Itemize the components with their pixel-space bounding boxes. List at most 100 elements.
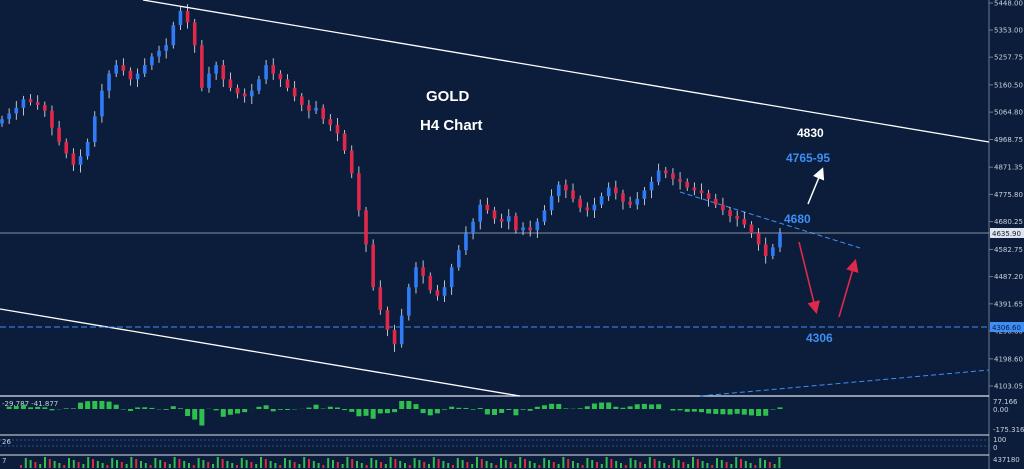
volume-bar	[183, 461, 186, 468]
price-tick-label: 5064.80	[994, 109, 1023, 117]
candle-body	[178, 10, 183, 26]
candle-body	[706, 193, 711, 199]
arrow-up-red	[838, 258, 859, 318]
volume-bar	[764, 460, 766, 468]
candle-body	[499, 218, 504, 222]
volume-bar	[399, 461, 402, 468]
volume-bar	[706, 463, 709, 468]
candle-body	[264, 65, 268, 80]
volume-bar	[519, 457, 522, 468]
volume-bar	[476, 457, 478, 468]
histogram-bar	[698, 409, 704, 413]
volume-bar	[624, 465, 627, 468]
candles-group	[0, 4, 782, 352]
candle-body	[542, 210, 547, 222]
candle-body	[735, 216, 739, 219]
histogram-bar	[92, 401, 98, 409]
volume-bar	[77, 462, 80, 468]
candle-body	[378, 287, 383, 310]
candle-body	[321, 107, 325, 120]
volume-bar	[615, 461, 618, 468]
candle-body	[571, 190, 575, 199]
candle-body	[564, 184, 568, 191]
volume-bar	[586, 458, 589, 468]
volume-bar	[437, 459, 440, 468]
candle-body	[307, 104, 311, 111]
histogram-bar	[170, 406, 176, 409]
histogram-bar	[541, 405, 547, 409]
volume-bar	[82, 464, 85, 468]
volume-bar	[754, 465, 757, 468]
volume-bar	[192, 465, 195, 468]
volume-bar	[456, 458, 459, 468]
volume-bar	[596, 462, 598, 468]
volume-bar	[375, 460, 378, 468]
volume-bar	[696, 459, 699, 468]
histogram-bar	[334, 407, 340, 409]
candle-body	[385, 309, 390, 330]
histogram-bar	[28, 407, 34, 409]
volume-bar	[744, 461, 747, 468]
histogram-bar	[227, 409, 233, 415]
histogram-bar	[434, 409, 440, 414]
price-tick-label: 4680.25	[994, 218, 1023, 226]
histogram-bar	[577, 408, 583, 409]
volume-bar	[692, 457, 694, 468]
volume-bar	[327, 458, 330, 468]
volume-bar	[154, 458, 157, 468]
histogram-bar	[106, 401, 112, 409]
volume-bar	[44, 457, 46, 468]
volume-bar	[509, 462, 512, 468]
candle-body	[549, 196, 554, 211]
histogram-bar	[520, 409, 526, 410]
candle-body	[414, 267, 418, 288]
candle-body	[449, 267, 454, 288]
candle-body	[157, 50, 161, 57]
candle-body	[100, 90, 104, 117]
price-tick-label: 4103.05	[994, 383, 1023, 391]
indicator-2-label: 26	[2, 438, 11, 446]
volume-bar	[255, 464, 258, 468]
candle-body	[392, 329, 397, 345]
volume-bar	[735, 457, 738, 468]
candle-body	[192, 22, 197, 46]
candle-body	[64, 141, 69, 154]
support-price-tag	[990, 322, 1024, 332]
candle-body	[43, 104, 47, 111]
candle-body	[107, 73, 111, 91]
candle-body	[364, 210, 368, 245]
histogram-bar	[556, 403, 562, 409]
candle-body	[771, 247, 775, 256]
candle-body	[114, 65, 119, 74]
candle-body	[314, 107, 318, 111]
volume-bar	[668, 465, 670, 468]
volume-bar	[336, 462, 339, 468]
indicator-1-tick-top: 77.166	[993, 398, 1018, 406]
candle-body	[78, 156, 83, 165]
volume-bar	[231, 463, 234, 468]
volume-bar	[48, 459, 51, 468]
histogram-bar	[277, 409, 283, 410]
volume-bar	[687, 464, 690, 468]
histogram-bar	[584, 406, 590, 409]
candle-body	[749, 224, 754, 234]
histogram-bar	[199, 409, 205, 426]
volume-bar	[480, 459, 483, 468]
upper-trendline	[142, 0, 990, 143]
candle-body	[506, 216, 511, 222]
volume-bar	[188, 463, 190, 468]
volume-bar	[260, 457, 262, 468]
histogram-bar	[263, 405, 269, 409]
histogram-bar	[163, 409, 169, 410]
histogram-bar	[427, 409, 433, 416]
volume-bar	[404, 463, 406, 468]
candle-body	[514, 216, 518, 231]
volume-bar	[634, 460, 637, 468]
volume-bar	[207, 462, 210, 468]
volume-bar	[591, 460, 594, 468]
candle-body	[399, 315, 404, 345]
volume-bar	[370, 458, 373, 468]
volume-bar	[149, 465, 152, 468]
histogram-bar	[713, 409, 719, 414]
histogram-bar	[734, 409, 740, 414]
